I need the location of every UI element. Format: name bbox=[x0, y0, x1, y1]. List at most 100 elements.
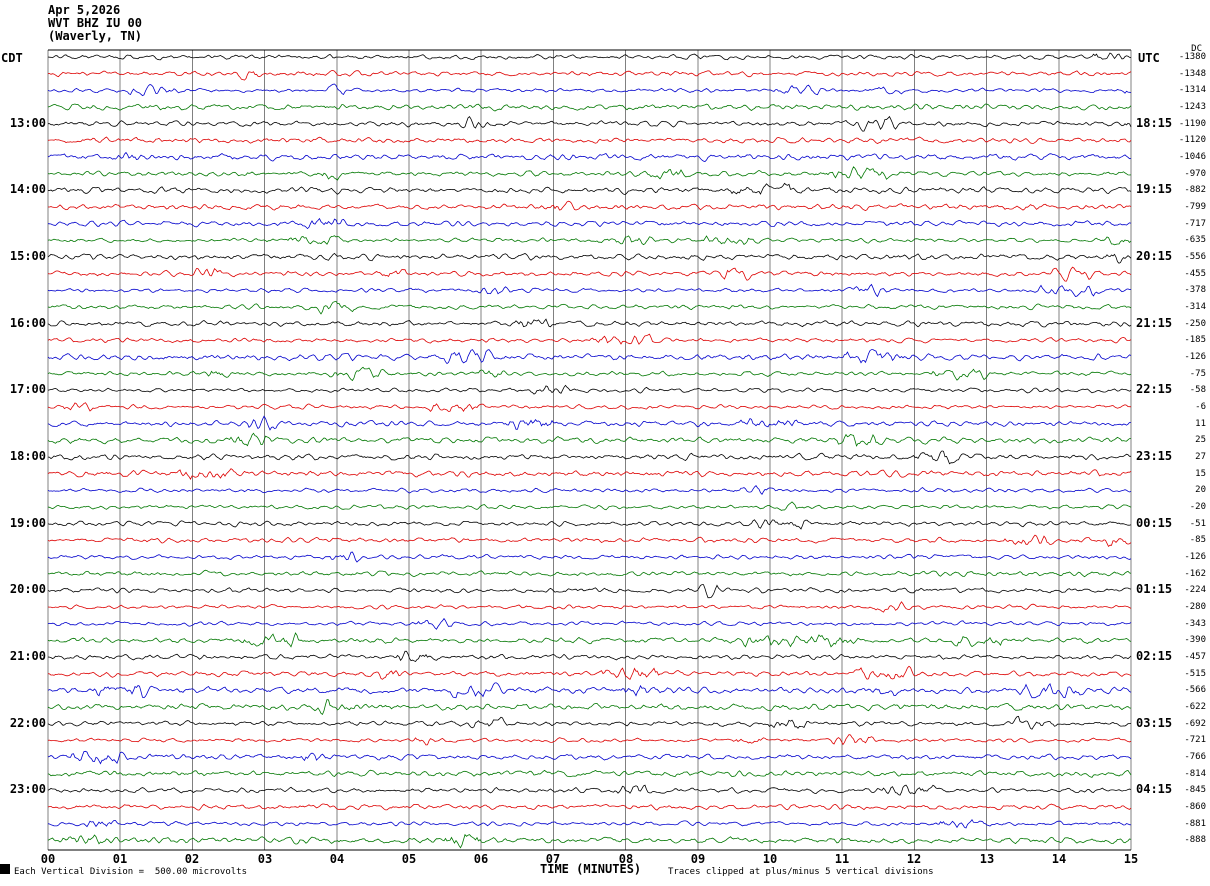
dc-offset-value: -970 bbox=[1184, 169, 1206, 179]
x-tick-label: 08 bbox=[618, 852, 634, 866]
dc-offset-value: -635 bbox=[1184, 235, 1206, 245]
seismogram-trace-row-31 bbox=[47, 569, 1132, 578]
dc-offset-value: -1046 bbox=[1178, 152, 1206, 162]
seismogram-trace-row-39 bbox=[47, 699, 1132, 716]
dc-offset-value: -1190 bbox=[1178, 119, 1206, 129]
dc-offset-value: -860 bbox=[1184, 802, 1206, 812]
header-date: Apr 5,2026 bbox=[48, 3, 121, 17]
x-tick-label: 03 bbox=[257, 852, 273, 866]
dc-offset-value: -314 bbox=[1184, 302, 1206, 312]
cdt-hour-label: 22:00 bbox=[9, 716, 46, 730]
seismogram-trace-row-35 bbox=[47, 632, 1132, 648]
seismogram-trace-row-12 bbox=[47, 252, 1132, 264]
utc-hour-label: 18:15 bbox=[1136, 116, 1173, 130]
seismogram-trace-row-20 bbox=[47, 384, 1132, 395]
x-tick-label: 01 bbox=[112, 852, 128, 866]
cdt-hour-label: 16:00 bbox=[9, 316, 46, 330]
dc-offset-value: -457 bbox=[1184, 652, 1206, 662]
dc-offset-value: -845 bbox=[1184, 785, 1206, 795]
seismogram-trace-row-14 bbox=[47, 283, 1132, 298]
dc-offset-value: -250 bbox=[1184, 319, 1206, 329]
seismogram-trace-row-41 bbox=[47, 734, 1132, 746]
seismogram-trace-row-13 bbox=[47, 266, 1132, 282]
dc-offset-value: -58 bbox=[1189, 385, 1206, 395]
utc-hour-label: 21:15 bbox=[1136, 316, 1173, 330]
dc-offset-value: -126 bbox=[1184, 552, 1206, 562]
cdt-hour-label: 20:00 bbox=[9, 582, 46, 596]
seismogram-trace-row-28 bbox=[47, 519, 1132, 530]
seismogram-trace-row-11 bbox=[47, 235, 1132, 246]
seismogram-trace-row-26 bbox=[47, 484, 1132, 495]
seismogram-trace-row-47 bbox=[47, 833, 1132, 849]
dc-offset-value: 11 bbox=[1195, 419, 1206, 429]
footer-clip-note: Traces clipped at plus/minus 5 vertical … bbox=[668, 867, 934, 877]
seismogram-trace-row-22 bbox=[47, 415, 1131, 431]
dc-offset-value: -888 bbox=[1184, 835, 1206, 845]
dc-offset-value: 15 bbox=[1195, 469, 1206, 479]
seismogram-trace-row-40 bbox=[47, 715, 1132, 730]
seismogram-trace-row-2 bbox=[47, 83, 1132, 97]
right-timezone-label: UTC bbox=[1138, 51, 1160, 65]
dc-offset-value: -814 bbox=[1184, 769, 1206, 779]
seismogram-trace-row-37 bbox=[47, 665, 1132, 681]
utc-hour-label: 20:15 bbox=[1136, 249, 1173, 263]
dc-offset-value: -1380 bbox=[1178, 52, 1206, 62]
cdt-hour-label: 19:00 bbox=[9, 516, 46, 530]
dc-offset-value: -1120 bbox=[1178, 135, 1206, 145]
dc-offset-value: -622 bbox=[1184, 702, 1206, 712]
x-tick-label: 15 bbox=[1123, 852, 1139, 866]
seismogram-trace-row-19 bbox=[47, 366, 1132, 382]
seismogram-trace-row-45 bbox=[47, 803, 1132, 811]
cdt-hour-label: 17:00 bbox=[9, 382, 46, 396]
seismogram-trace-row-44 bbox=[47, 784, 1132, 796]
left-timezone-label: CDT bbox=[1, 51, 23, 65]
seismogram-trace-row-15 bbox=[47, 300, 1132, 315]
utc-hour-label: 00:15 bbox=[1136, 516, 1173, 530]
dc-offset-value: -1314 bbox=[1178, 85, 1206, 95]
dc-offset-column-header: DC bbox=[1191, 44, 1202, 54]
seismogram-trace-row-32 bbox=[47, 584, 1132, 599]
dc-offset-value: -556 bbox=[1184, 252, 1206, 262]
dc-offset-value: 25 bbox=[1195, 435, 1206, 445]
x-tick-label: 04 bbox=[329, 852, 345, 866]
seismogram-trace-row-21 bbox=[47, 402, 1132, 413]
cdt-hour-label: 23:00 bbox=[9, 782, 46, 796]
seismogram-trace-row-9 bbox=[48, 200, 1132, 212]
seismogram-trace-row-42 bbox=[47, 750, 1132, 765]
utc-hour-label: 01:15 bbox=[1136, 582, 1173, 596]
dc-offset-value: -224 bbox=[1184, 585, 1206, 595]
seismogram-trace-row-6 bbox=[47, 151, 1132, 162]
x-tick-label: 12 bbox=[906, 852, 922, 866]
seismogram-trace-row-29 bbox=[47, 534, 1132, 548]
dc-offset-value: 27 bbox=[1195, 452, 1206, 462]
dc-offset-value: -390 bbox=[1184, 635, 1206, 645]
x-tick-label: 10 bbox=[762, 852, 778, 866]
seismogram-trace-row-25 bbox=[47, 468, 1132, 480]
header-station: WVT BHZ IU 00 bbox=[48, 16, 142, 30]
dc-offset-value: -75 bbox=[1189, 369, 1206, 379]
seismogram-trace-row-18 bbox=[47, 349, 1132, 365]
dc-offset-value: -692 bbox=[1184, 719, 1206, 729]
seismogram-trace-row-7 bbox=[47, 166, 1132, 181]
seismogram-trace-row-10 bbox=[47, 217, 1132, 230]
x-tick-label: 05 bbox=[401, 852, 417, 866]
footer-scale-note: Each Vertical Division = 500.00 microvol… bbox=[14, 867, 247, 877]
cdt-hour-label: 18:00 bbox=[9, 449, 46, 463]
dc-offset-value: -881 bbox=[1184, 819, 1206, 829]
x-tick-label: 13 bbox=[979, 852, 995, 866]
seismogram-trace-row-34 bbox=[47, 617, 1132, 630]
x-tick-label: 09 bbox=[690, 852, 706, 866]
cdt-hour-label: 14:00 bbox=[9, 182, 46, 196]
dc-offset-value: -378 bbox=[1184, 285, 1206, 295]
dc-offset-value: -1243 bbox=[1178, 102, 1206, 112]
seismogram-trace-row-4 bbox=[47, 115, 1132, 132]
seismogram-trace-row-23 bbox=[47, 432, 1132, 447]
x-tick-label: 07 bbox=[545, 852, 561, 866]
dc-offset-value: -85 bbox=[1189, 535, 1206, 545]
x-tick-label: 11 bbox=[834, 852, 850, 866]
dc-offset-value: -721 bbox=[1184, 735, 1206, 745]
dc-offset-value: -185 bbox=[1184, 335, 1206, 345]
utc-hour-label: 19:15 bbox=[1136, 182, 1173, 196]
